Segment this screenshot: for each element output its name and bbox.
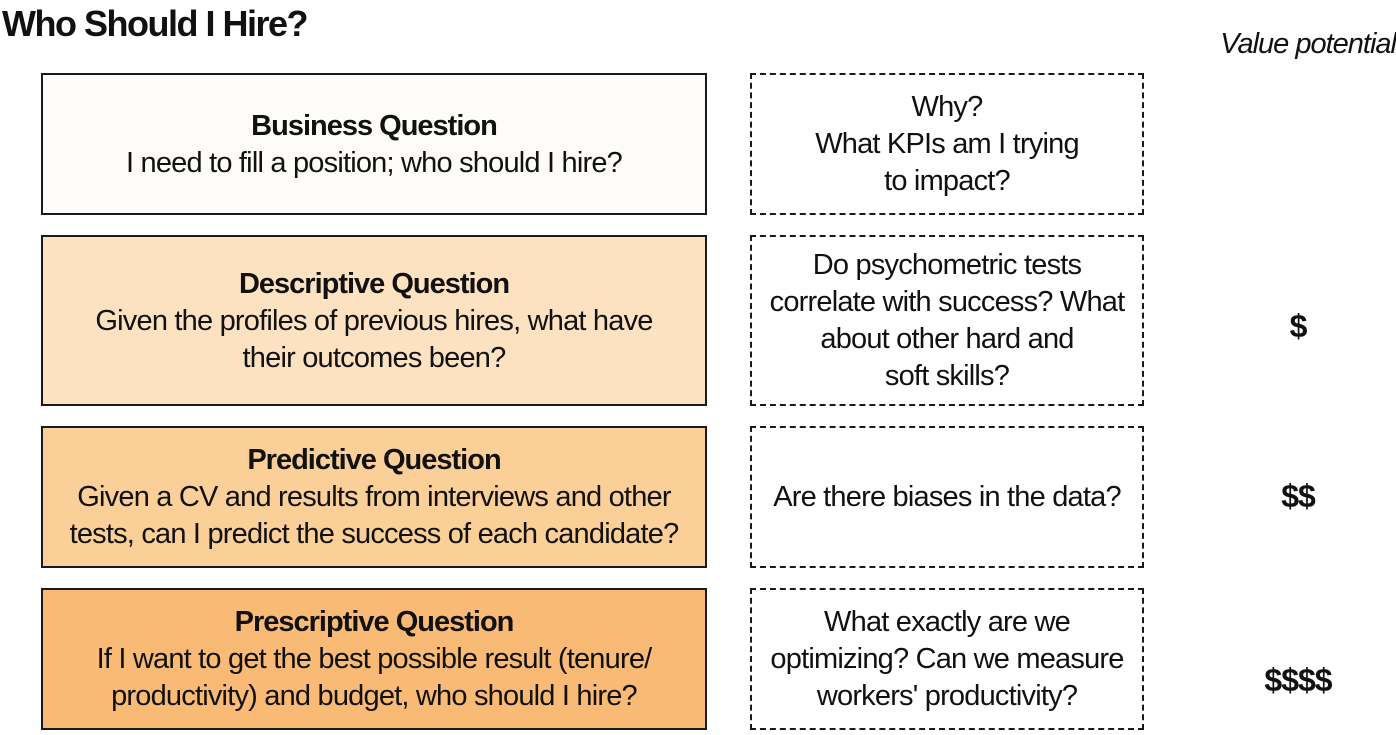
business-question-heading: Business Question [251,109,498,142]
prescriptive-question-note: What exactly are we optimizing? Can we me… [750,588,1144,730]
prescriptive-question-box: Prescriptive Question If I want to get t… [41,588,707,730]
diagram-title: Who Should I Hire? [2,3,308,44]
predictive-question-box: Predictive Question Given a CV and resul… [41,426,707,568]
prescriptive-question-heading: Prescriptive Question [234,606,515,638]
predictive-value-potential: $$ [1281,478,1316,514]
business-question-text: I need to fill a position; who should I … [126,146,623,179]
prescriptive-question-text: If I want to get the best possible resul… [96,643,653,712]
business-question-box: Business Question I need to fill a posit… [41,73,707,215]
descriptive-question-text: Given the profiles of previous hires, wh… [95,304,653,374]
descriptive-question-box: Descriptive Question Given the profiles … [41,235,707,406]
descriptive-question-heading: Descriptive Question [238,267,510,300]
predictive-question-note: Are there biases in the data? [750,426,1144,568]
descriptive-value-potential: $ [1289,308,1308,344]
value-potential-header: Value potential [1220,28,1396,60]
descriptive-question-note: Do psychometric tests correlate with succ… [750,235,1144,406]
business-question-note: Why? What KPIs am I trying to impact? [750,73,1144,215]
prescriptive-value-potential: $$$$ [1264,662,1332,698]
predictive-question-heading: Predictive Question [247,444,501,476]
predictive-question-text: Given a CV and results from interviews a… [69,481,680,550]
